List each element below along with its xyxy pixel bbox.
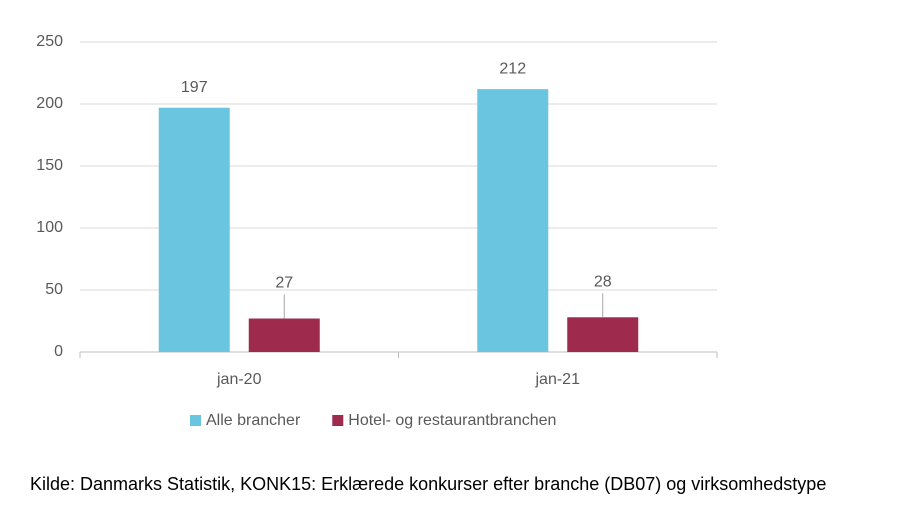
bar <box>567 317 639 352</box>
bar <box>248 318 320 352</box>
y-tick-label: 250 <box>36 33 63 50</box>
legend-swatch <box>190 415 201 426</box>
y-tick-label: 50 <box>45 281 63 298</box>
legend-label: Hotel- og restaurantbranchen <box>348 412 556 429</box>
value-label: 212 <box>499 60 526 77</box>
source-note: Kilde: Danmarks Statistik, KONK15: Erklæ… <box>30 474 826 494</box>
y-tick-label: 0 <box>54 343 63 360</box>
x-tick-label: jan-20 <box>216 371 262 388</box>
y-tick-label: 200 <box>36 95 63 112</box>
y-tick-label: 100 <box>36 219 63 236</box>
value-label: 197 <box>181 79 208 96</box>
bar <box>477 89 549 353</box>
x-tick-label: jan-21 <box>535 371 581 388</box>
y-tick-label: 150 <box>36 157 63 174</box>
bar <box>158 107 230 352</box>
value-label: 27 <box>275 275 293 292</box>
legend-label: Alle brancher <box>206 412 301 429</box>
legend-swatch <box>332 415 344 426</box>
value-label: 28 <box>594 273 612 290</box>
